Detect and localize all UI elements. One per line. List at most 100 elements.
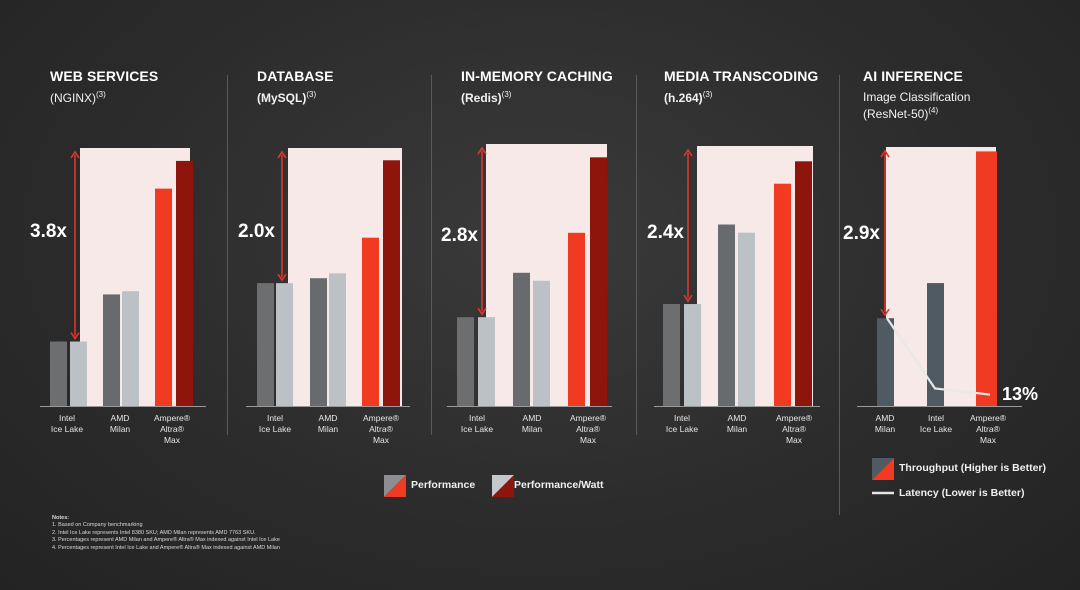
separator [227, 75, 228, 435]
x-axis-label-line: Milan [521, 424, 543, 434]
bar-performance-watt-1 [738, 232, 755, 406]
bar-throughput-higher-is-better-1 [927, 283, 944, 406]
arrow-head-up [70, 150, 80, 159]
x-axis-label-line: Ampere® [153, 413, 191, 423]
legend-throughput-swatch [872, 458, 894, 480]
x-axis-label: AMD Milan [855, 413, 915, 435]
x-axis-label-line: Altra® [782, 424, 806, 434]
x-axis-label-line: Milan [317, 424, 339, 434]
bar-performance-watt-1 [122, 291, 139, 406]
footnote-ref: (3) [96, 90, 106, 99]
x-axis-label-line: Intel [673, 413, 691, 423]
multiplier-value: 2.0x [238, 221, 275, 242]
panel-subtitle-text: (Redis) [461, 91, 502, 105]
x-axis-label: AMD Milan [502, 413, 562, 435]
multiplier-value: 2.4x [647, 222, 684, 243]
x-axis-label-line: AMD [110, 413, 130, 423]
x-axis-label-line: Milan [874, 424, 896, 434]
x-axis-label-line: Max [979, 435, 997, 445]
x-axis-label-line: Intel [266, 413, 284, 423]
x-axis-label-line: AMD [727, 413, 747, 423]
notes-item: 1. Based on Company benchmarking [52, 522, 143, 529]
x-axis-label: Intel Ice Lake [652, 413, 712, 435]
footnote-ref: (3) [306, 90, 317, 99]
notes-item: 4. Percentages represent Intel Ice Lake … [52, 544, 280, 551]
panel-subtitle-text: (NGINX) [50, 91, 96, 105]
highlight-background [697, 146, 813, 406]
bar-performance-watt-0 [684, 304, 701, 406]
arrow-head-up [683, 148, 693, 157]
x-axis-label-line: Ice Lake [258, 424, 292, 434]
x-axis-label-line: Max [372, 435, 390, 445]
x-axis-label: Ampere® Altra® Max [558, 413, 618, 446]
x-axis-label-line: Ice Lake [919, 424, 953, 434]
x-axis-label: Intel Ice Lake [245, 413, 305, 435]
bar-throughput-higher-is-better-0 [877, 318, 894, 406]
legend-latency-swatch [872, 491, 894, 495]
panel-subtitle-line1: Image Classification [863, 90, 971, 104]
bar-performance-1 [513, 272, 530, 406]
footnote-ref: (3) [702, 90, 713, 99]
x-axis-label-line: Altra® [369, 424, 393, 434]
footnote-ref: (3) [501, 90, 512, 99]
arrow-head-down [277, 273, 287, 282]
arrow-head-down [880, 308, 890, 317]
x-axis-label-line: Ice Lake [665, 424, 699, 434]
bar-performance-2 [155, 188, 172, 406]
arrow-head-up [277, 150, 287, 159]
bar-performance-2 [362, 237, 379, 406]
bar-performance-watt-2 [176, 160, 193, 406]
panel-subtitle-text: (h.264) [664, 91, 703, 105]
panel-title: IN-MEMORY CACHING [461, 68, 613, 84]
x-axis-label-line: Intel [468, 413, 486, 423]
x-axis-label-line: Ice Lake [460, 424, 494, 434]
x-axis-label-line: Ampere® [362, 413, 400, 423]
x-axis-label-line: AMD [318, 413, 338, 423]
highlight-background [486, 144, 607, 406]
arrow-head-down [70, 332, 80, 340]
separator [636, 75, 637, 435]
multiplier-value: 2.8x [441, 225, 478, 246]
bar-performance-0 [457, 317, 474, 406]
multiplier-value: 3.8x [30, 221, 67, 242]
bar-performance-watt-1 [329, 273, 346, 406]
x-axis-label: AMD Milan [298, 413, 358, 435]
x-axis-label: Intel Ice Lake [906, 413, 966, 435]
panel-subtitle-text: (MySQL) [257, 91, 307, 105]
panel-subtitle: (Redis)(3) [461, 90, 511, 105]
x-axis-label-line: Ampere® [969, 413, 1007, 423]
x-axis-label: AMD Milan [707, 413, 767, 435]
bar-performance-watt-1 [533, 280, 550, 406]
legend-performance-watt-swatch [492, 475, 514, 497]
x-axis-label: Ampere® Altra® Max [958, 413, 1018, 446]
notes: Notes: 1. Based on Company benchmarking … [52, 515, 280, 552]
x-axis-label-line: Intel [58, 413, 76, 423]
bar-performance-watt-2 [383, 160, 400, 406]
x-axis-label: Intel Ice Lake [37, 413, 97, 435]
latency-percent-label: 13% [1002, 384, 1039, 404]
bar-performance-watt-0 [276, 283, 293, 406]
x-axis-label: Intel Ice Lake [447, 413, 507, 435]
latency-line [886, 317, 991, 396]
panel-subtitle: (NGINX)(3) [50, 90, 106, 105]
bar-performance-0 [50, 341, 67, 406]
x-axis-label-line: Altra® [160, 424, 184, 434]
panel-subtitle: (ResNet-50)(4) [863, 106, 938, 121]
highlight-background [886, 147, 996, 406]
bar-performance-0 [663, 304, 680, 406]
bar-performance-1 [103, 294, 120, 406]
x-axis-label-line: Milan [109, 424, 131, 434]
bar-throughput-higher-is-better-2 [976, 151, 997, 406]
bar-performance-2 [568, 232, 585, 406]
notes-heading: Notes: [52, 515, 70, 521]
x-axis-label-line: Ice Lake [50, 424, 84, 434]
bar-performance-0 [257, 283, 274, 406]
x-axis-label-line: AMD [875, 413, 895, 423]
highlight-background [80, 148, 190, 406]
panel-title: WEB SERVICES [50, 68, 159, 84]
legend-latency-label: Latency (Lower is Better) [899, 487, 1025, 499]
